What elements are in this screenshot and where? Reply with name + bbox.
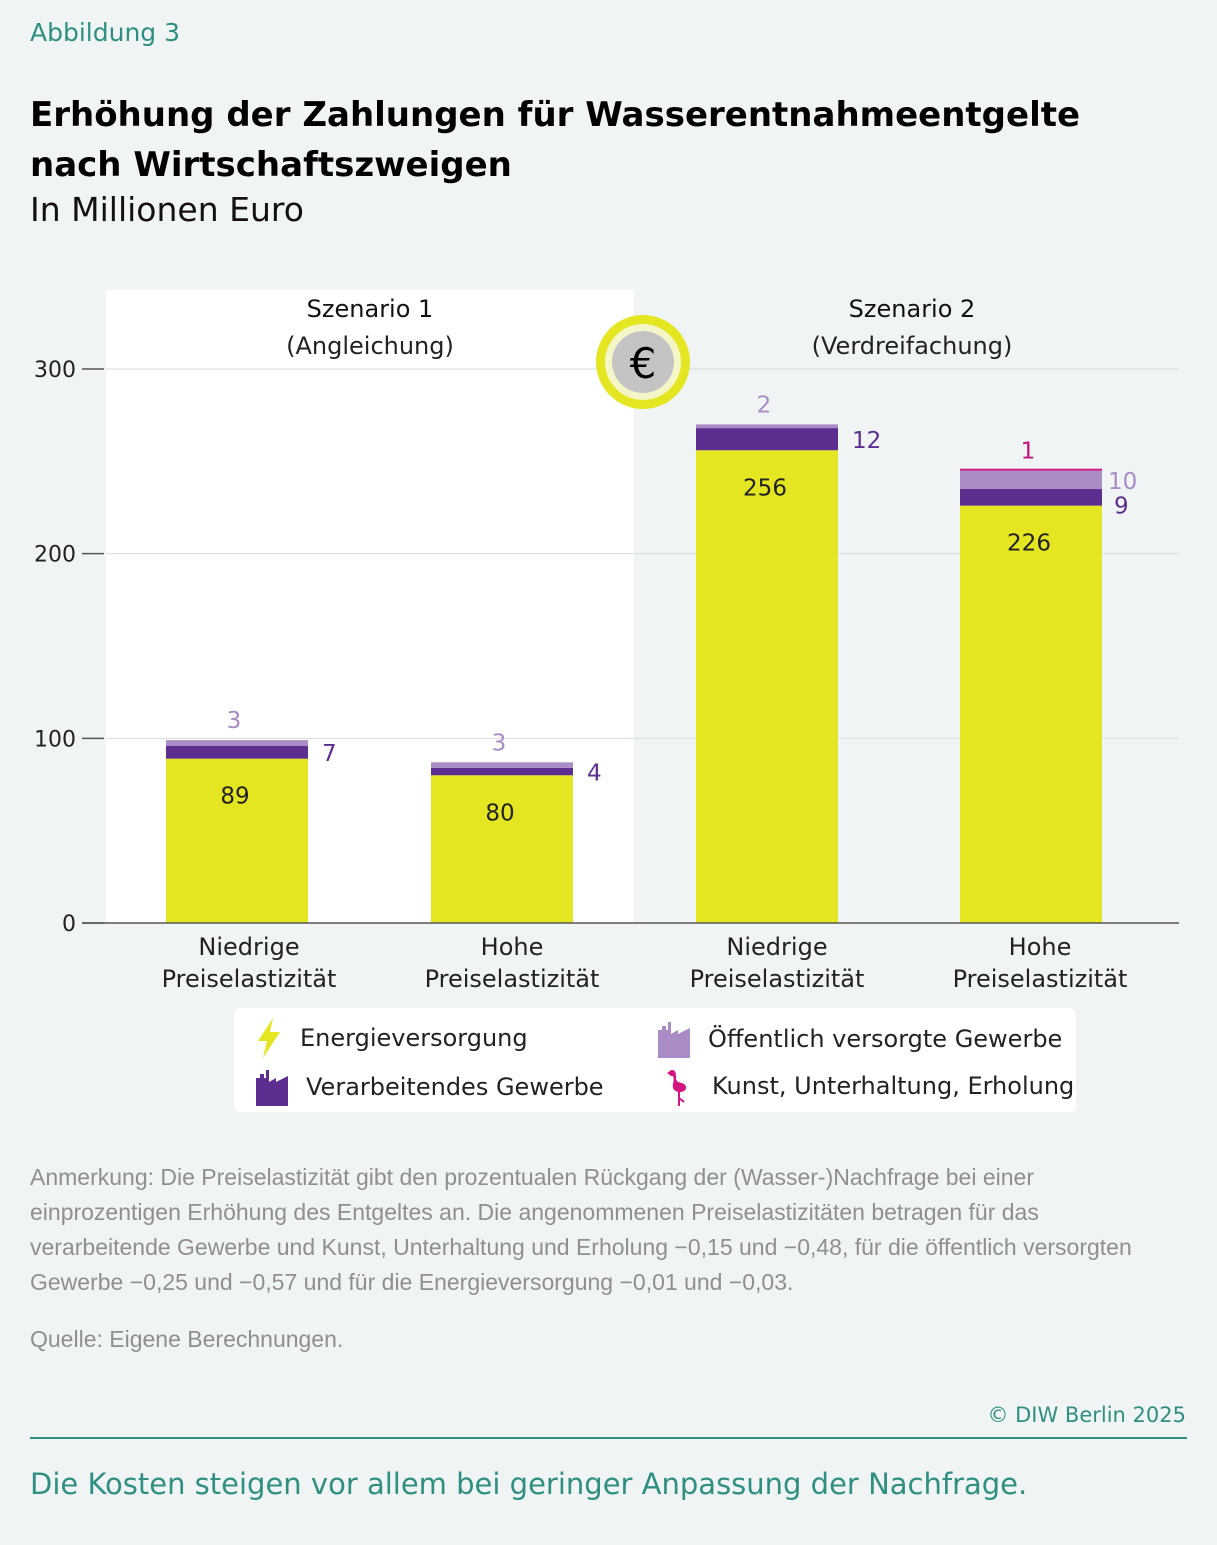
- x-tick-label: Hohe: [1009, 933, 1072, 961]
- data-label: 4: [587, 761, 602, 787]
- data-label: 89: [220, 784, 249, 810]
- bar-segment: [696, 424, 838, 429]
- flamingo-icon: [667, 1070, 687, 1106]
- lightning-icon: [258, 1018, 280, 1058]
- legend-label-arts: Kunst, Unterhaltung, Erholung: [712, 1072, 1075, 1100]
- data-label: 3: [227, 708, 242, 734]
- bar-segment: [696, 428, 838, 451]
- footnote: Anmerkung: Die Preiselastizität gibt den…: [30, 1164, 1132, 1295]
- copyright: © DIW Berlin 2025: [987, 1403, 1186, 1427]
- legend: Energieversorgung Verarbeitendes Gewerbe…: [234, 1008, 1076, 1112]
- scenario-sublabel: (Verdreifachung): [812, 332, 1013, 360]
- chart-title: Erhöhung der Zahlungen für Wasserentnahm…: [30, 95, 1081, 185]
- scenario-label: Szenario 2: [849, 295, 976, 323]
- y-tick-label: 300: [34, 358, 76, 383]
- legend-item-public: Öffentlich versorgte Gewerbe: [658, 1020, 1062, 1058]
- legend-label-energy: Energieversorgung: [300, 1024, 528, 1052]
- bar-segment: [960, 505, 1102, 923]
- data-label: 226: [1007, 531, 1051, 557]
- bar-segment: [431, 767, 573, 776]
- legend-item-energy: Energieversorgung: [256, 1018, 528, 1058]
- y-tick-label: 0: [62, 912, 76, 937]
- source-note: Quelle: Eigene Berechnungen.: [30, 1326, 344, 1352]
- data-label: 80: [485, 800, 514, 826]
- y-tick-label: 200: [34, 543, 76, 568]
- data-label: 1: [1021, 439, 1036, 465]
- svg-text:€: €: [630, 339, 657, 388]
- bar-segment: [960, 468, 1102, 471]
- bar-segment: [431, 762, 573, 768]
- takeaway-text: Die Kosten steigen vor allem bei geringe…: [30, 1467, 1028, 1501]
- data-label: 7: [322, 741, 337, 767]
- data-label: 12: [852, 428, 881, 454]
- x-tick-label: Niedrige: [726, 933, 827, 961]
- bar-segment: [166, 740, 308, 746]
- divider: [30, 1437, 1187, 1439]
- data-label: 10: [1108, 469, 1137, 495]
- bar-segment: [166, 745, 308, 759]
- factory-icon: [256, 1070, 288, 1106]
- data-label: 256: [743, 475, 787, 501]
- stacked-bar-chart: 0 100 200 300 89 7 3 80 4 3 256 12 2 226 910 1 Niedrig…: [34, 290, 1179, 993]
- x-tick-label: Hohe: [481, 933, 544, 961]
- legend-label-public: Öffentlich versorgte Gewerbe: [708, 1025, 1063, 1053]
- scenario-label: Szenario 1: [307, 295, 434, 323]
- bar-segment: [696, 450, 838, 923]
- x-tick-label: Preiselastizität: [162, 965, 337, 993]
- bar-segment: [431, 775, 573, 923]
- legend-item-manufacturing: Verarbeitendes Gewerbe: [256, 1068, 604, 1106]
- chart-subtitle: In Millionen Euro: [30, 190, 304, 229]
- scenario-sublabel: (Angleichung): [286, 332, 454, 360]
- bar-segment: [960, 489, 1102, 506]
- legend-item-arts: Kunst, Unterhaltung, Erholung: [664, 1066, 1074, 1106]
- figure-number: Abbildung 3: [30, 18, 181, 47]
- y-tick-label: 100: [34, 727, 76, 752]
- x-tick-label: Preiselastizität: [953, 965, 1128, 993]
- x-tick-label: Preiselastizität: [690, 965, 865, 993]
- data-label: 2: [757, 392, 772, 418]
- x-tick-label: Niedrige: [198, 933, 299, 961]
- x-tick-label: Preiselastizität: [425, 965, 600, 993]
- euro-coin-icon: €: [596, 315, 690, 409]
- data-label: 9: [1114, 494, 1129, 520]
- legend-label-manufacturing: Verarbeitendes Gewerbe: [306, 1073, 604, 1101]
- factory-icon: [658, 1022, 690, 1058]
- bar-segment: [960, 470, 1102, 490]
- data-label: 3: [492, 730, 507, 756]
- bar-segment: [166, 758, 308, 923]
